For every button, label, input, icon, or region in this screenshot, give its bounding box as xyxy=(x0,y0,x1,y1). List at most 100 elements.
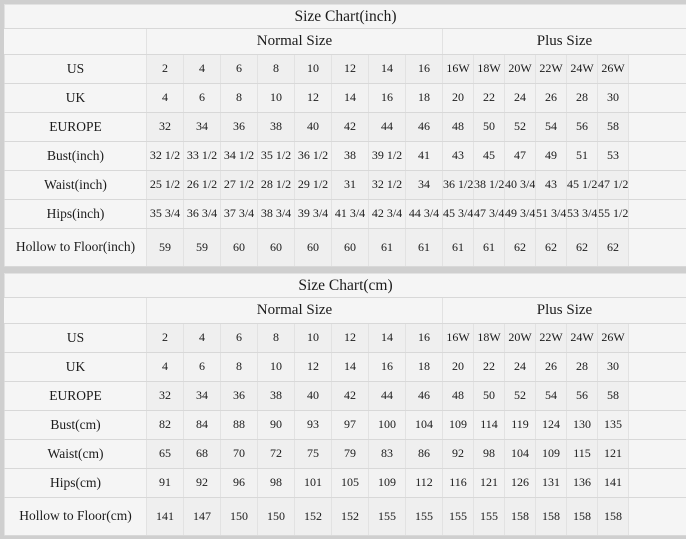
group-header-plus-size: Plus Size xyxy=(443,298,686,324)
cell: 55 1/2 xyxy=(598,200,629,229)
cell: 20 xyxy=(443,353,474,382)
cell: 130 xyxy=(567,411,598,440)
group-header-row: Normal Size Plus Size xyxy=(5,29,686,55)
cell: 62 xyxy=(567,229,598,267)
row-label: US xyxy=(5,324,147,353)
cell: 4 xyxy=(184,55,221,84)
cell: 61 xyxy=(406,229,443,267)
cell: 116 xyxy=(443,469,474,498)
cell: 16 xyxy=(406,55,443,84)
row-label: US xyxy=(5,55,147,84)
cell: 24W xyxy=(567,324,598,353)
cell: 121 xyxy=(474,469,505,498)
row-label: UK xyxy=(5,84,147,113)
cell: 32 1/2 xyxy=(369,171,406,200)
size-chart-inch-container: Size Chart(inch) Normal Size Plus Size U… xyxy=(0,0,686,270)
cell: 105 xyxy=(332,469,369,498)
cell: 92 xyxy=(184,469,221,498)
cell: 36 xyxy=(221,382,258,411)
cell: 49 3/4 xyxy=(505,200,536,229)
group-header-normal-size: Normal Size xyxy=(147,298,443,324)
cell: 62 xyxy=(536,229,567,267)
cell: 35 3/4 xyxy=(147,200,184,229)
group-header-row: Normal Size Plus Size xyxy=(5,298,686,324)
cell: 79 xyxy=(332,440,369,469)
cell: 22 xyxy=(474,353,505,382)
cell: 65 xyxy=(147,440,184,469)
cell: 38 xyxy=(258,113,295,142)
cell: 131 xyxy=(536,469,567,498)
cell: 100 xyxy=(369,411,406,440)
cell-pad xyxy=(629,469,686,498)
cell: 16 xyxy=(369,353,406,382)
cell-pad xyxy=(629,84,686,113)
cell: 34 xyxy=(184,113,221,142)
cell: 34 xyxy=(406,171,443,200)
row-label: EUROPE xyxy=(5,382,147,411)
cell: 8 xyxy=(221,84,258,113)
cell: 12 xyxy=(332,324,369,353)
cell: 58 xyxy=(598,113,629,142)
cell: 4 xyxy=(184,324,221,353)
table-row: Hollow to Floor(inch) 59 59 60 60 60 60 … xyxy=(5,229,686,267)
cell: 35 1/2 xyxy=(258,142,295,171)
cell: 28 1/2 xyxy=(258,171,295,200)
table-row: Hips(cm) 91 92 96 98 101 105 109 112 116… xyxy=(5,469,686,498)
cell: 27 1/2 xyxy=(221,171,258,200)
cell: 31 xyxy=(332,171,369,200)
cell: 4 xyxy=(147,353,184,382)
cell: 6 xyxy=(184,353,221,382)
cell: 38 xyxy=(258,382,295,411)
cell: 45 3/4 xyxy=(443,200,474,229)
cell: 22 xyxy=(474,84,505,113)
cell: 22W xyxy=(536,55,567,84)
cell: 68 xyxy=(184,440,221,469)
cell: 45 xyxy=(474,142,505,171)
cell: 41 3/4 xyxy=(332,200,369,229)
cell: 34 xyxy=(184,382,221,411)
cell-pad xyxy=(629,324,686,353)
cell: 10 xyxy=(295,55,332,84)
cell: 51 xyxy=(567,142,598,171)
row-label: Waist(cm) xyxy=(5,440,147,469)
cell: 60 xyxy=(295,229,332,267)
cell: 12 xyxy=(295,84,332,113)
size-chart-cm-table: Size Chart(cm) Normal Size Plus Size US … xyxy=(4,273,686,536)
table-row: EUROPE 32 34 36 38 40 42 44 46 48 50 52 … xyxy=(5,382,686,411)
cell: 82 xyxy=(147,411,184,440)
cell: 36 1/2 xyxy=(295,142,332,171)
cell: 24 xyxy=(505,353,536,382)
cell: 18W xyxy=(474,324,505,353)
cell: 40 3/4 xyxy=(505,171,536,200)
cell: 36 xyxy=(221,113,258,142)
cell: 53 3/4 xyxy=(567,200,598,229)
cell: 54 xyxy=(536,113,567,142)
cell: 41 xyxy=(406,142,443,171)
group-corner-cell xyxy=(5,29,147,55)
cell: 135 xyxy=(598,411,629,440)
cell: 44 xyxy=(369,113,406,142)
cell-pad xyxy=(629,142,686,171)
cell: 12 xyxy=(295,353,332,382)
row-label: Hips(inch) xyxy=(5,200,147,229)
cell: 37 3/4 xyxy=(221,200,258,229)
cell: 72 xyxy=(258,440,295,469)
chart-title-row: Size Chart(inch) xyxy=(5,5,686,29)
row-label: UK xyxy=(5,353,147,382)
cell: 61 xyxy=(369,229,406,267)
cell: 8 xyxy=(258,55,295,84)
cell: 36 1/2 xyxy=(443,171,474,200)
cell: 22W xyxy=(536,324,567,353)
cell: 119 xyxy=(505,411,536,440)
cell: 121 xyxy=(598,440,629,469)
row-label: Bust(inch) xyxy=(5,142,147,171)
cell: 115 xyxy=(567,440,598,469)
cell: 60 xyxy=(332,229,369,267)
table-row: Bust(cm) 82 84 88 90 93 97 100 104 109 1… xyxy=(5,411,686,440)
cell: 26 xyxy=(536,353,567,382)
cell: 32 1/2 xyxy=(147,142,184,171)
size-chart-cm-container: Size Chart(cm) Normal Size Plus Size US … xyxy=(0,270,686,539)
cell: 91 xyxy=(147,469,184,498)
cell: 83 xyxy=(369,440,406,469)
